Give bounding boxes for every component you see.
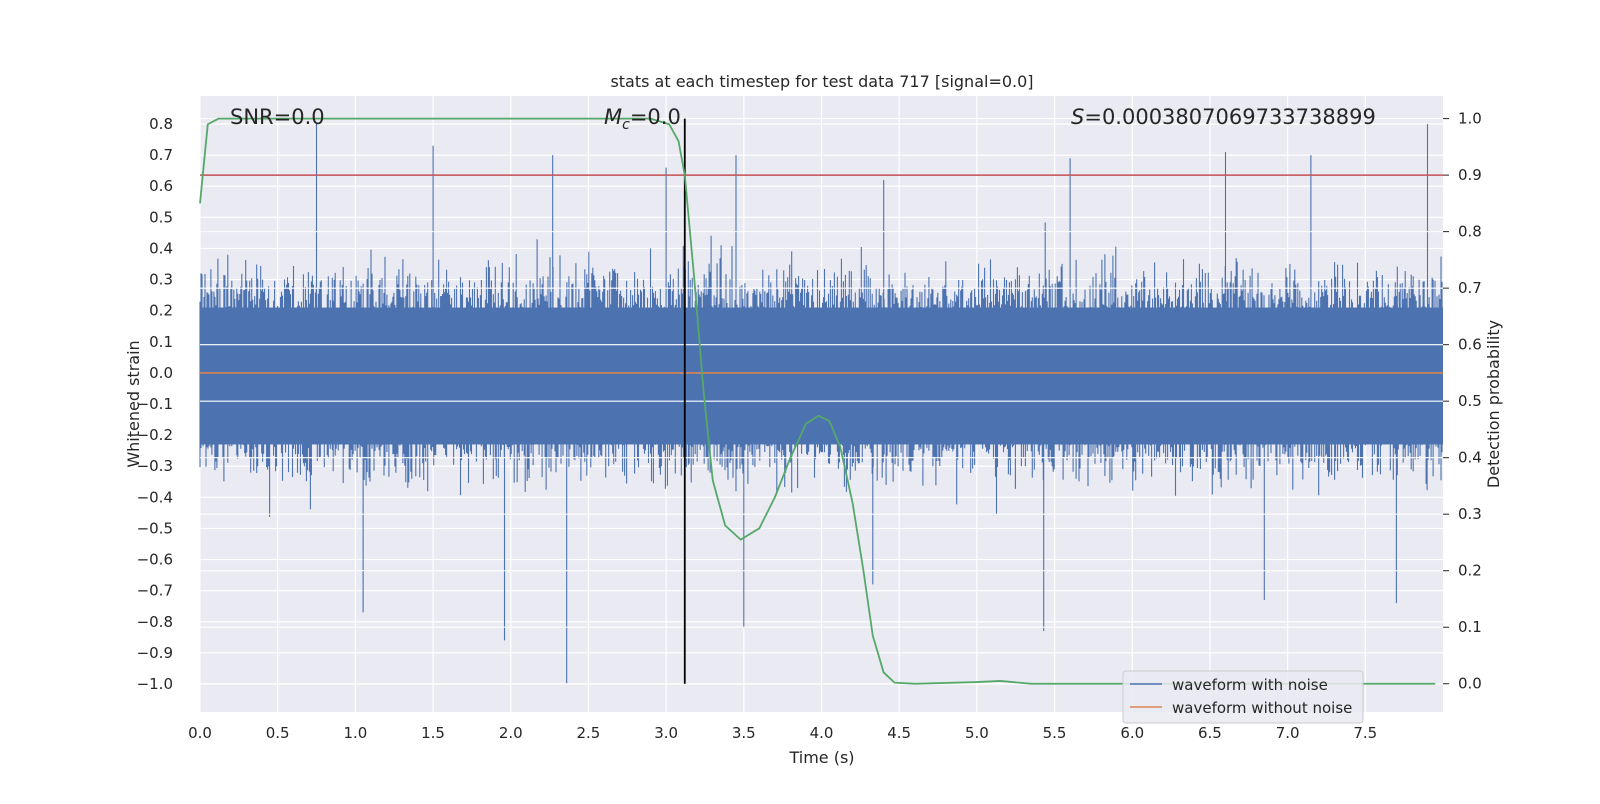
x-tick-label: 4.0 xyxy=(810,724,834,742)
y-tick-label: −0.3 xyxy=(137,457,173,475)
y-tick-label: −0.7 xyxy=(137,582,173,600)
mc-symbol: M xyxy=(604,105,622,129)
x-tick-label: 1.0 xyxy=(343,724,367,742)
chart-title: stats at each timestep for test data 717… xyxy=(610,72,1033,91)
y-axis-label: Whitened strain xyxy=(124,340,143,467)
y2-tick-label: 0.7 xyxy=(1458,279,1482,297)
y-tick-label: −0.2 xyxy=(137,426,173,444)
y-tick-label: 0.6 xyxy=(149,177,173,195)
x-tick-label: 2.5 xyxy=(577,724,601,742)
legend-label-without-noise: waveform without noise xyxy=(1172,699,1352,717)
x-tick-label: 6.5 xyxy=(1198,724,1222,742)
legend-box xyxy=(1122,670,1364,724)
legend: waveform with noise waveform without noi… xyxy=(1122,670,1364,724)
y-tick-label: 0.7 xyxy=(149,146,173,164)
x-tick-label: 0.0 xyxy=(188,724,212,742)
y-tick-label: −1.0 xyxy=(137,675,173,693)
y-tick-label: −0.8 xyxy=(137,613,173,631)
series-detection-probability xyxy=(199,117,1436,685)
y-tick-label: −0.1 xyxy=(137,395,173,413)
x-tick-label: 6.0 xyxy=(1120,724,1144,742)
x-tick-label: 7.0 xyxy=(1276,724,1300,742)
y-tick-label: 0.1 xyxy=(149,333,173,351)
y2-tick-label: 0.9 xyxy=(1458,166,1482,184)
y-tick-label: 0.4 xyxy=(149,239,173,257)
s-value: =0.0003807069733738899 xyxy=(1084,105,1376,129)
x-tick-label: 1.5 xyxy=(421,724,445,742)
x-tick-label: 3.0 xyxy=(654,724,678,742)
s-symbol: S xyxy=(1071,105,1084,129)
x-tick-label: 4.5 xyxy=(887,724,911,742)
y2-tick-label: 0.3 xyxy=(1458,505,1482,523)
series-waveform-with-noise xyxy=(199,124,1443,684)
y-tick-label: −0.6 xyxy=(137,551,173,569)
snr-annotation: SNR=0.0 xyxy=(230,105,325,129)
y2-tick-label: 0.2 xyxy=(1458,562,1482,580)
y2-tick-label: 0.0 xyxy=(1458,675,1482,693)
s-annotation: S=0.0003807069733738899 xyxy=(1071,105,1376,129)
y-tick-label: 0.5 xyxy=(149,208,173,226)
y-tick-label: 0.8 xyxy=(149,115,173,133)
y2-tick-label: 0.5 xyxy=(1458,392,1482,410)
y2-tick-label: 0.8 xyxy=(1458,223,1482,241)
x-tick-label: 3.5 xyxy=(732,724,756,742)
y2-axis-label: Detection probability xyxy=(1484,320,1503,488)
x-tick-label: 0.5 xyxy=(266,724,290,742)
noise-core-band xyxy=(200,307,1443,445)
x-tick-label: 7.5 xyxy=(1353,724,1377,742)
y2-tick-label: 0.6 xyxy=(1458,336,1482,354)
y-tick-label: 0.3 xyxy=(149,271,173,289)
x-tick-label: 5.5 xyxy=(1043,724,1067,742)
mc-subscript: c xyxy=(622,117,630,133)
mc-value: =0.0 xyxy=(630,105,681,129)
x-tick-label: 2.0 xyxy=(499,724,523,742)
y2-tick-label: 0.1 xyxy=(1458,618,1482,636)
y-tick-label: −0.4 xyxy=(137,488,173,506)
y2-tick-label: 1.0 xyxy=(1458,110,1482,128)
mc-annotation: Mc=0.0 xyxy=(604,105,681,133)
y-tick-label: 0.2 xyxy=(149,302,173,320)
x-axis-label: Time (s) xyxy=(788,748,854,767)
legend-label-with-noise: waveform with noise xyxy=(1172,676,1328,694)
y2-tick-label: 0.4 xyxy=(1458,449,1482,467)
tick-labels: 0.0 0.5 1.0 1.5 2.0 2.5 3.0 3.5 4.0 4.5 5.0 5.5 6.0 6… xyxy=(137,110,1482,742)
line-layer xyxy=(199,117,1443,685)
y-tick-label: −0.5 xyxy=(137,519,173,537)
x-tick-label: 5.0 xyxy=(965,724,989,742)
y-tick-label: 0.0 xyxy=(149,364,173,382)
y-tick-label: −0.9 xyxy=(137,644,173,662)
